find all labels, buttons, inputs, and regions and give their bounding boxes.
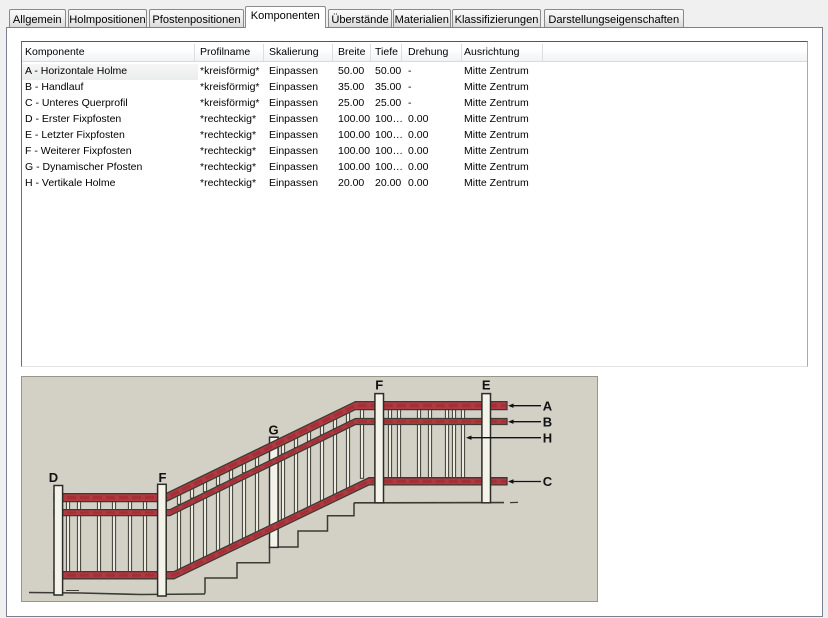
svg-text:G: G bbox=[268, 423, 278, 438]
svg-text:F: F bbox=[159, 470, 167, 485]
svg-text:H: H bbox=[543, 430, 552, 445]
svg-text:D: D bbox=[49, 470, 58, 485]
svg-text:F: F bbox=[375, 378, 383, 393]
svg-text:E: E bbox=[482, 378, 491, 393]
svg-text:A: A bbox=[543, 398, 553, 413]
svg-text:C: C bbox=[543, 474, 553, 489]
svg-text:B: B bbox=[543, 414, 552, 429]
